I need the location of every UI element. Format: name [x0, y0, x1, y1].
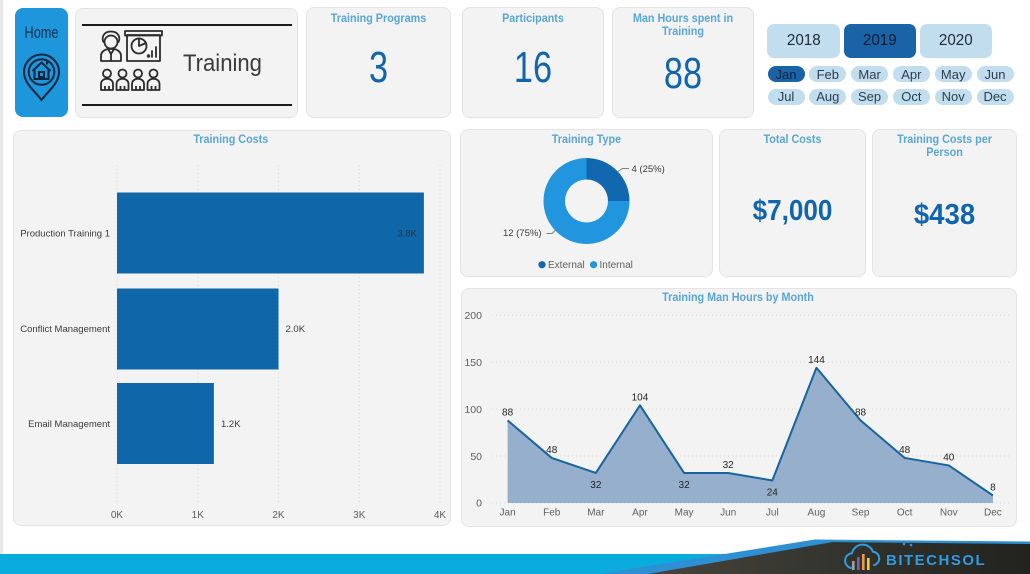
svg-text:Mar: Mar — [587, 508, 605, 519]
svg-text:Feb: Feb — [543, 508, 561, 519]
svg-text:May: May — [675, 508, 694, 519]
svg-text:32: 32 — [590, 480, 602, 491]
svg-text:200: 200 — [464, 310, 482, 322]
svg-text:External: External — [548, 260, 585, 271]
svg-text:1.2K: 1.2K — [221, 419, 241, 430]
svg-text:0: 0 — [476, 498, 482, 510]
svg-text:88: 88 — [855, 407, 867, 418]
svg-text:Sep: Sep — [852, 508, 870, 519]
svg-text:Internal: Internal — [600, 260, 633, 271]
svg-text:88: 88 — [502, 407, 514, 418]
svg-text:0K: 0K — [111, 510, 124, 521]
svg-text:150: 150 — [464, 357, 482, 369]
svg-text:Training Type: Training Type — [552, 134, 621, 147]
svg-text:Oct: Oct — [897, 508, 913, 519]
svg-text:32: 32 — [723, 460, 735, 471]
svg-text:2.0K: 2.0K — [286, 324, 306, 335]
svg-text:8: 8 — [990, 482, 996, 493]
svg-text:Nov: Nov — [940, 508, 958, 519]
svg-text:104: 104 — [632, 392, 649, 403]
svg-text:4 (25%): 4 (25%) — [632, 164, 665, 175]
svg-text:32: 32 — [679, 480, 691, 491]
svg-text:Jun: Jun — [720, 508, 736, 519]
svg-text:Jan: Jan — [500, 508, 516, 519]
svg-text:Aug: Aug — [808, 508, 826, 519]
svg-text:Training Costs: Training Costs — [193, 134, 268, 147]
svg-text:144: 144 — [808, 355, 825, 366]
svg-text:Jul: Jul — [766, 508, 779, 519]
svg-text:50: 50 — [470, 451, 482, 463]
svg-text:48: 48 — [899, 445, 911, 456]
svg-text:2K: 2K — [272, 510, 285, 521]
svg-text:24: 24 — [767, 487, 779, 498]
svg-text:Dec: Dec — [984, 508, 1002, 519]
svg-text:4K: 4K — [434, 510, 447, 521]
svg-text:48: 48 — [546, 445, 558, 456]
svg-text:3.8K: 3.8K — [397, 228, 417, 239]
svg-text:100: 100 — [464, 404, 482, 416]
svg-text:3K: 3K — [353, 510, 366, 521]
svg-text:1K: 1K — [192, 510, 205, 521]
svg-text:Conflict Management: Conflict Management — [20, 324, 110, 335]
svg-text:Email Management: Email Management — [28, 419, 110, 430]
svg-text:Production Training 1: Production Training 1 — [20, 228, 110, 239]
svg-text:Training Man Hours by Month: Training Man Hours by Month — [662, 292, 814, 305]
svg-text:Apr: Apr — [632, 508, 648, 519]
svg-text:40: 40 — [943, 452, 955, 463]
svg-text:BITECHSOL: BITECHSOL — [886, 552, 986, 569]
svg-text:12 (75%): 12 (75%) — [503, 228, 542, 239]
